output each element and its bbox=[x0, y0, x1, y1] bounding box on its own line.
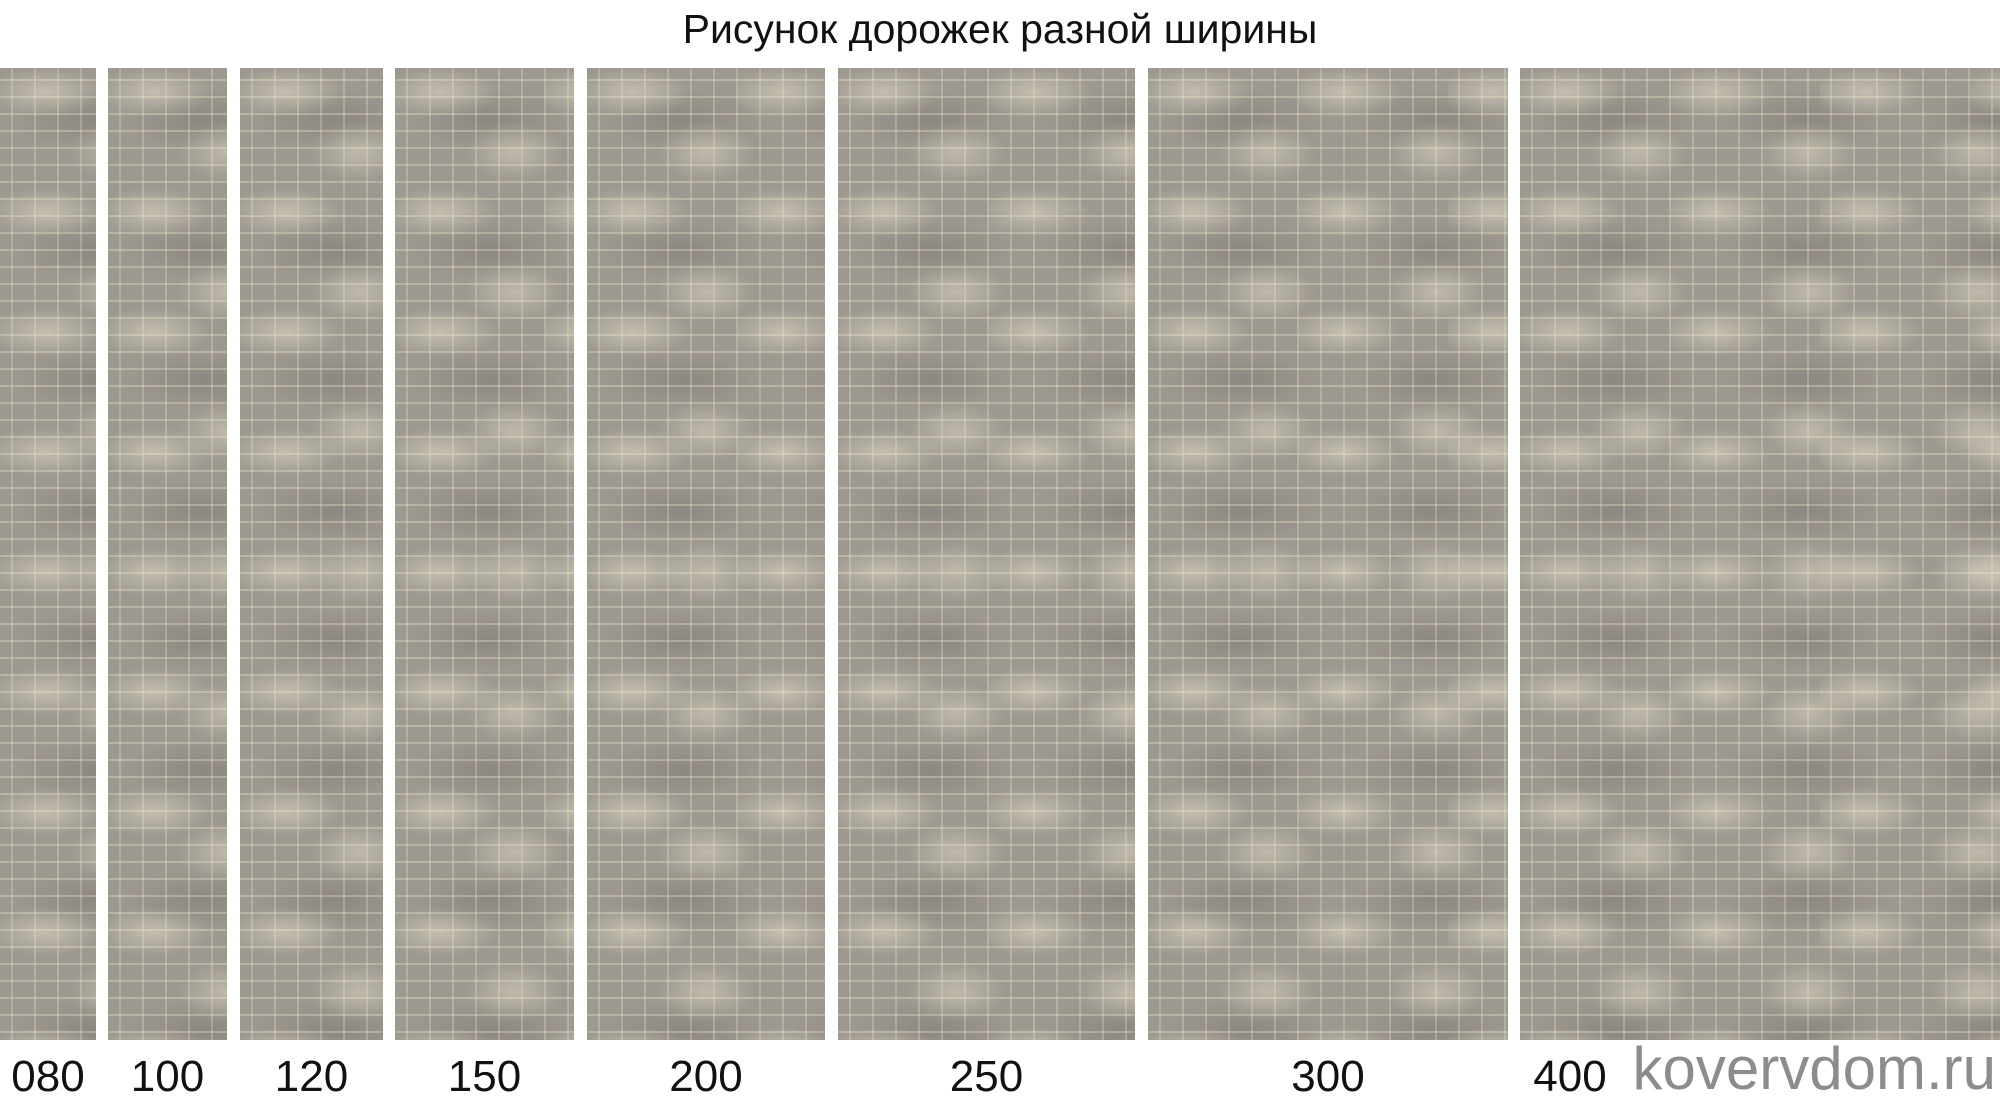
width-label: 150 bbox=[447, 1052, 522, 1101]
width-label: 300 bbox=[1291, 1052, 1365, 1101]
rug-panel-200 bbox=[587, 68, 825, 1040]
width-label: 250 bbox=[949, 1052, 1024, 1101]
watermark: kovervdom.ru bbox=[1632, 1035, 1996, 1102]
width-label: 200 bbox=[669, 1052, 743, 1101]
rug-panel-300 bbox=[1148, 68, 1508, 1040]
page-title: Рисунок дорожек разной ширины bbox=[682, 6, 1318, 52]
width-label: 100 bbox=[130, 1052, 205, 1101]
rug-panel-150 bbox=[395, 68, 574, 1040]
rug-panel-100 bbox=[108, 68, 227, 1040]
width-label: 120 bbox=[274, 1052, 349, 1101]
rug-panel-400 bbox=[1520, 68, 2000, 1040]
rug-panel-250 bbox=[838, 68, 1135, 1040]
rug-panel-080 bbox=[0, 68, 96, 1040]
rug-panel-120 bbox=[240, 68, 383, 1040]
width-label: 400 bbox=[1533, 1052, 1607, 1101]
width-label: 080 bbox=[11, 1052, 85, 1101]
